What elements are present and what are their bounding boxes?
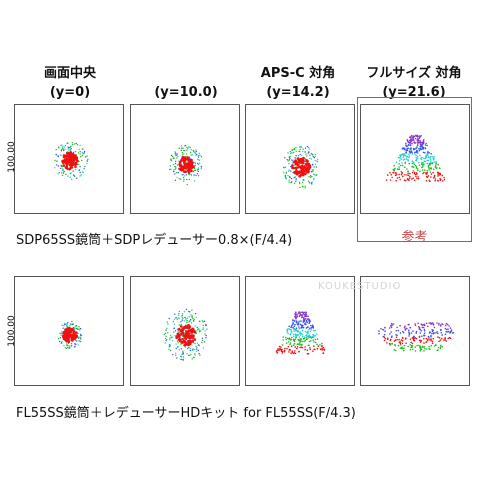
header-fullsize-y: (y=21.6) xyxy=(382,85,446,100)
header-y10-y: (y=10.0) xyxy=(154,85,218,100)
row2-caption: FL55SS鏡筒＋レデューサーHDキット for FL55SS(F/4.3) xyxy=(16,406,356,421)
header-apsc: APS-C 対角 (y=14.2) xyxy=(242,64,354,102)
header-center: 画面中央 (y=0) xyxy=(14,64,126,102)
watermark: KOUKESTUDIO xyxy=(318,281,402,292)
header-fullsize: フルサイズ 対角 (y=21.6) xyxy=(352,64,476,102)
header-y10-title xyxy=(130,64,242,83)
header-fullsize-title: フルサイズ 対角 xyxy=(366,66,462,81)
spot-panel-r1c1 xyxy=(14,104,124,214)
spot-panel-r2c4 xyxy=(360,276,470,386)
spot-panel-r2c3 xyxy=(245,276,355,386)
header-apsc-title: APS-C 対角 xyxy=(260,66,336,81)
header-center-title: 画面中央 xyxy=(43,66,96,81)
reference-label: 参考 xyxy=(401,230,428,245)
reference-frame xyxy=(357,97,472,242)
header-center-y: (y=0) xyxy=(49,85,91,100)
spot-panel-r2c1 xyxy=(14,276,124,386)
spot-panel-r1c4 xyxy=(360,104,470,214)
header-y10: (y=10.0) xyxy=(130,64,242,102)
spot-panel-r1c3 xyxy=(245,104,355,214)
header-apsc-y: (y=14.2) xyxy=(266,85,330,100)
row1-caption: SDP65SS鏡筒＋SDPレデューサー0.8×(F/4.4) xyxy=(16,233,293,248)
spot-panel-r2c2 xyxy=(130,276,240,386)
spot-panel-r1c2 xyxy=(130,104,240,214)
